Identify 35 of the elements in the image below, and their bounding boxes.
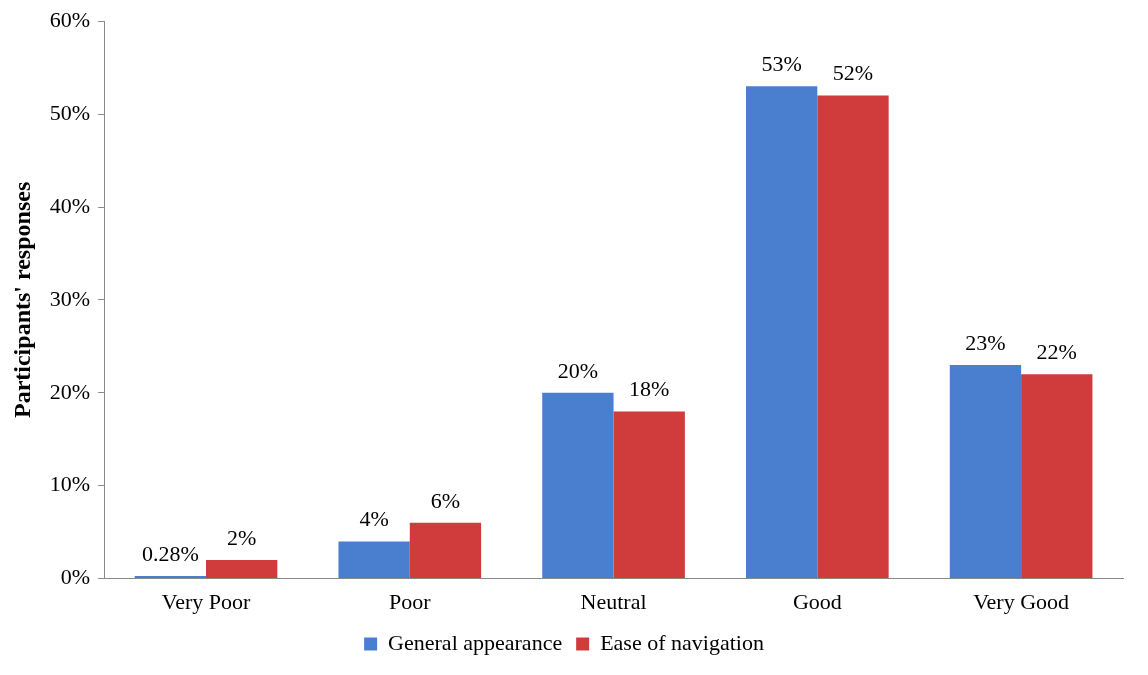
- bar: [206, 560, 278, 579]
- y-axis-title: Participants' responses: [8, 181, 35, 419]
- x-tick-label: Poor: [389, 588, 432, 614]
- y-tick-label: 0%: [60, 564, 91, 590]
- bar: [817, 95, 889, 579]
- data-label: 18%: [629, 376, 670, 402]
- data-label: 2%: [227, 524, 257, 550]
- bar: [338, 541, 410, 579]
- bar: [1021, 374, 1093, 579]
- x-tick-label: Very Poor: [161, 588, 251, 614]
- y-tick-label: 20%: [49, 378, 91, 404]
- data-label: 20%: [557, 357, 599, 383]
- bar: [746, 86, 818, 579]
- bar: [949, 364, 1022, 579]
- legend-label: Ease of navigation: [600, 629, 764, 655]
- bar: [134, 576, 207, 579]
- y-tick-label: 10%: [49, 471, 91, 497]
- y-tick-label: 40%: [49, 192, 91, 218]
- y-tick-label: 50%: [49, 99, 91, 125]
- legend-label: General appearance: [388, 629, 563, 655]
- bar: [613, 411, 685, 579]
- data-label: 0.28%: [141, 540, 199, 566]
- data-label: 53%: [761, 51, 802, 77]
- x-tick-label: Neutral: [580, 588, 647, 614]
- y-tick-label: 60%: [49, 6, 91, 32]
- data-label: 52%: [832, 60, 874, 86]
- data-label: 6%: [430, 487, 461, 513]
- y-tick-label: 30%: [49, 285, 91, 311]
- data-label: 4%: [359, 506, 389, 532]
- x-tick-label: Good: [792, 588, 842, 614]
- bar: [409, 522, 482, 579]
- data-label: 23%: [965, 329, 1006, 355]
- bar: [542, 392, 614, 579]
- x-tick-label: Very Good: [973, 588, 1070, 614]
- data-label: 22%: [1036, 339, 1077, 364]
